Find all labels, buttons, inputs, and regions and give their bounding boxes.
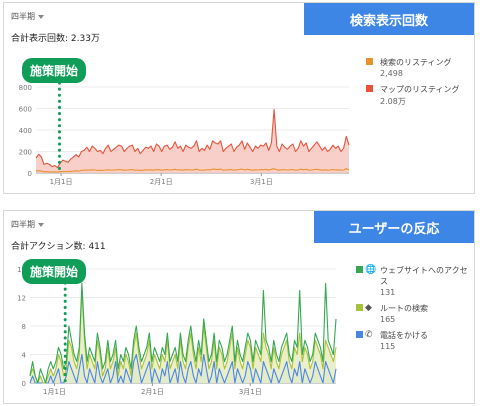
period-selector[interactable]: 四半期: [11, 219, 44, 230]
directions-icon: ◆: [365, 303, 372, 313]
legend-value: 131: [380, 288, 396, 297]
y-tick-label: 200: [19, 149, 32, 157]
legend-swatch: [356, 331, 363, 338]
legend-item[interactable]: マップのリスティング 2.08万: [366, 84, 474, 107]
legend-value: 165: [380, 315, 396, 324]
y-tick-label: 600: [19, 106, 32, 114]
series-line: [36, 168, 350, 173]
legend-swatch: [366, 85, 373, 92]
chart-legend: 🌐 ウェブサイトへのアクセス 131 ◆ ルートの検索 165 ✆ 電話をかける 115: [356, 265, 474, 357]
period-label: 四半期: [11, 220, 35, 229]
x-tick-label: 3月1日: [239, 388, 262, 396]
legend-item[interactable]: 検索のリスティング 2,498: [366, 57, 474, 78]
y-tick-label: 400: [19, 127, 32, 135]
chevron-down-icon: [38, 14, 44, 19]
legend-label: ウェブサイトへのアクセス: [380, 266, 468, 286]
legend-swatch: [356, 304, 363, 311]
series-line: [29, 282, 337, 384]
x-tick-label: 1月1日: [50, 178, 73, 186]
user-actions-panel: 四半期 合計アクション数: 411 ユーザーの反応 0 4 8 12 16 1月1日 2月1…: [3, 210, 475, 404]
series-line: [29, 353, 337, 384]
legend-label: 電話をかける: [380, 331, 428, 340]
y-tick-label: 0: [28, 170, 32, 178]
y-tick-label: 12: [17, 295, 26, 303]
panel-header: 検索表示回数: [304, 3, 474, 35]
period-label: 四半期: [11, 12, 35, 21]
legend-label: 検索のリスティング: [380, 58, 452, 67]
series-area: [36, 109, 349, 173]
y-tick-label: 8: [22, 323, 26, 331]
x-tick-label: 3月1日: [250, 178, 273, 186]
legend-value: 2,498: [380, 69, 403, 78]
legend-value: 2.08万: [380, 97, 406, 106]
legend-swatch: [366, 58, 373, 65]
legend-label: ルートの検索: [380, 304, 428, 313]
campaign-start-badge: 施策開始: [22, 58, 87, 83]
x-tick-label: 1月1日: [43, 388, 66, 396]
y-tick-label: 800: [19, 84, 32, 92]
chart-legend: 検索のリスティング 2,498 マップのリスティング 2.08万: [366, 57, 474, 113]
legend-label: マップのリスティング: [380, 85, 460, 94]
y-tick-label: 16: [17, 266, 26, 274]
globe-icon: 🌐: [365, 265, 377, 275]
legend-swatch: [356, 266, 363, 273]
total-actions: 合計アクション数: 411: [11, 242, 106, 252]
impressions-panel: 四半期 合計表示回数: 2.33万 検索表示回数 0 200 400 600 800 1月…: [3, 2, 475, 194]
period-selector[interactable]: 四半期: [11, 11, 44, 22]
impressions-chart: 0 200 400 600 800 1月1日 2月1日 3月1日: [19, 81, 350, 186]
phone-icon: ✆: [365, 330, 373, 340]
campaign-start-badge: 施策開始: [22, 259, 87, 284]
series-area: [30, 290, 336, 383]
legend-item[interactable]: ◆ ルートの検索 165: [356, 303, 474, 324]
x-tick-label: 2月1日: [150, 178, 173, 186]
legend-value: 115: [380, 342, 396, 351]
y-tick-label: 4: [22, 352, 27, 360]
legend-item[interactable]: 🌐 ウェブサイトへのアクセス 131: [356, 265, 474, 297]
chevron-down-icon: [38, 222, 44, 227]
legend-item[interactable]: ✆ 電話をかける 115: [356, 330, 474, 351]
total-impressions: 合計表示回数: 2.33万: [11, 34, 100, 44]
series-line: [35, 109, 350, 169]
x-tick-label: 2月1日: [141, 388, 164, 396]
y-tick-label: 0: [22, 380, 26, 388]
panel-header: ユーザーの反応: [314, 211, 474, 243]
